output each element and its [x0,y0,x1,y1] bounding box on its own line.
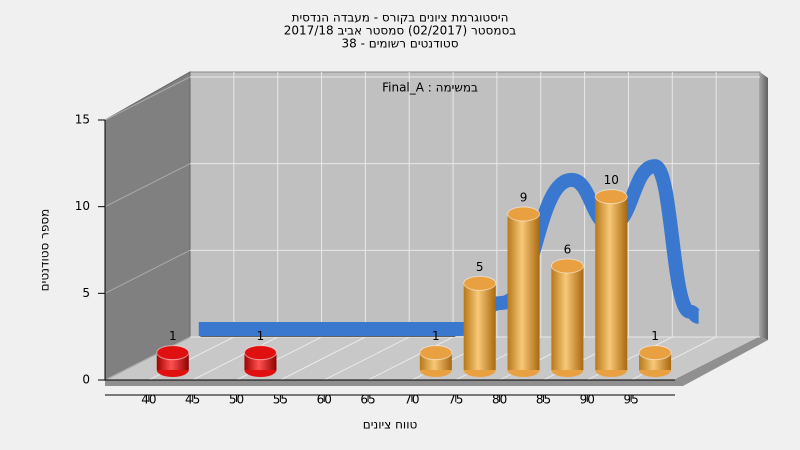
bar-group [332,363,364,377]
value-label: 5 [476,260,484,274]
grid-line [324,336,410,381]
grid-line [104,163,191,208]
bar-group: 10 [594,173,628,377]
grid-line [104,249,191,294]
floor-edge [105,337,768,386]
bar [463,283,496,370]
trend-layer [198,159,701,337]
bar-top [550,258,584,274]
bar-top [594,189,628,205]
trend-line [198,159,701,337]
y-tick-label: 10 [75,199,90,213]
bar-group [201,363,233,377]
bar [595,196,628,370]
y-tick-label: 0 [82,373,90,387]
y-tick-label: 15 [75,113,90,127]
y-tick-label: 5 [82,286,90,300]
grid-line [280,336,366,381]
annotation: Final_A : במשימה [382,81,478,95]
bar-top [156,345,190,361]
chart-subtitle: בסמסטר (02/2017) סמסטר אביב 2017/18 [284,24,516,38]
y-axis-label: מספר סטודנטים [38,209,52,292]
chart-subtitle: סטודנטים רשומים - 38 [341,37,458,51]
bar-group: 5 [463,260,497,377]
grid-line [104,336,191,381]
bar-top [419,345,453,361]
bar-group: 1 [243,329,277,377]
value-label: 1 [169,329,177,343]
grid-line [104,76,191,121]
bar-group: 1 [419,329,453,377]
left-wall [104,71,191,381]
value-label: 1 [651,329,659,343]
bar-group [376,363,408,377]
bar-top [507,206,541,222]
grid-line [367,336,454,381]
value-label: 6 [564,243,572,257]
grid-line [192,336,278,381]
bar-top [463,275,497,291]
bar-top [243,345,277,361]
bars: 1 1 1 5 9 6 10 1 [156,173,672,377]
bar [551,266,584,370]
bar-top [638,345,672,361]
value-label: 1 [432,329,440,343]
bar-group: 9 [507,191,541,377]
bar [507,214,540,370]
chart-title: היסטוגרמת ציונים בקורס - מעבדה הנדסית [292,11,509,25]
bar-group [288,363,320,377]
value-label: 10 [604,173,619,187]
bar-group: 6 [550,243,584,377]
wall-edge [760,72,768,340]
x-axis-label: טווח ציונים [363,418,418,432]
value-label: 1 [257,329,265,343]
bar-group: 1 [156,329,190,377]
value-label: 9 [520,191,528,205]
grid [104,72,760,381]
bar-group: 1 [638,329,672,377]
